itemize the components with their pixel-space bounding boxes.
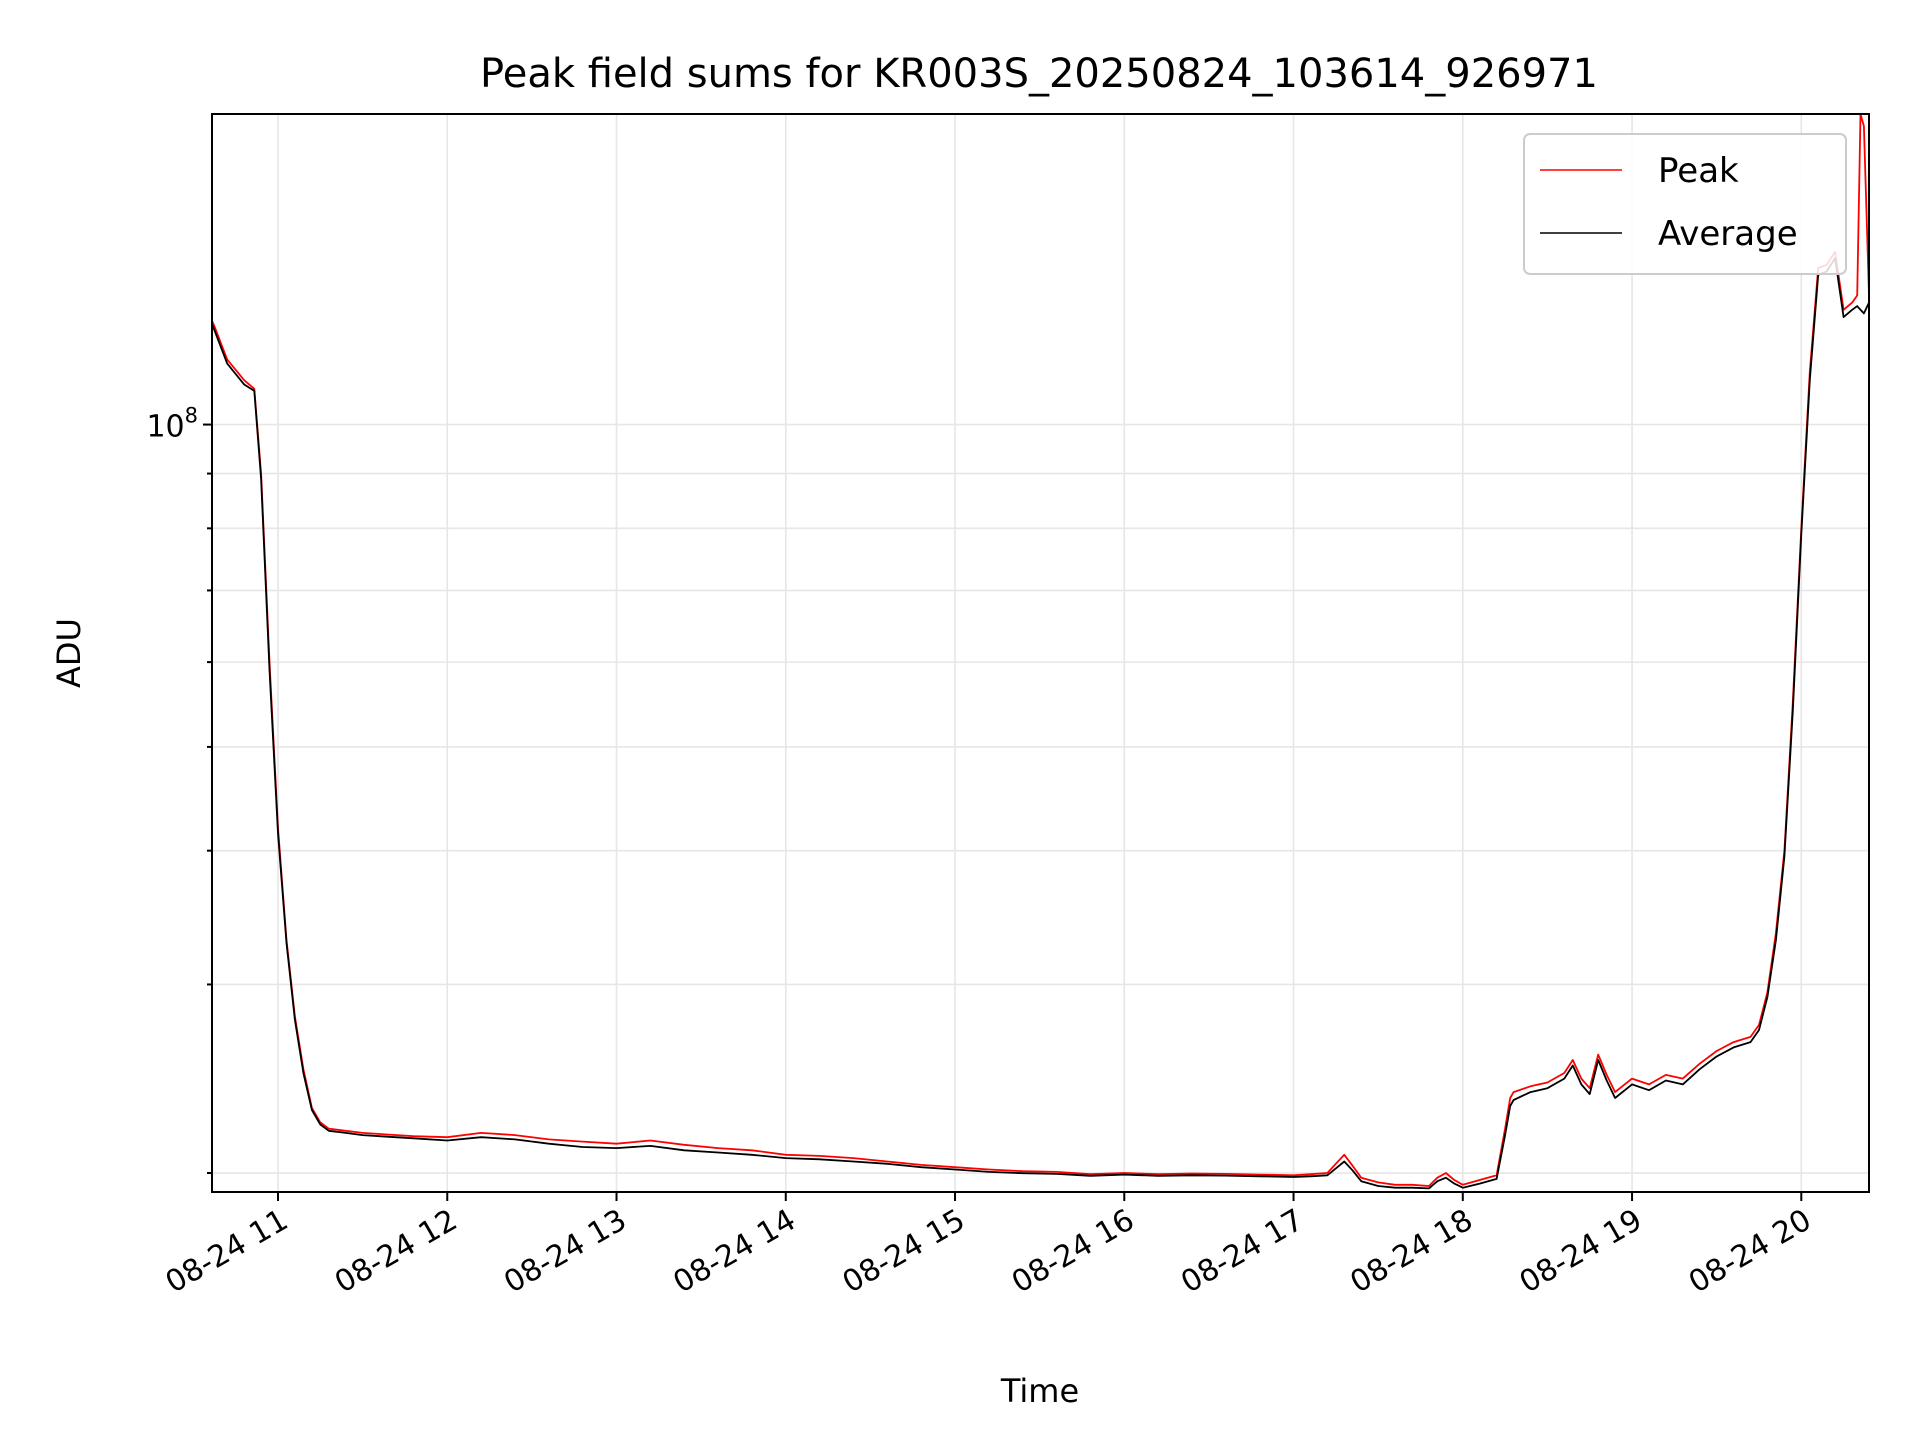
- x-axis-label: Time: [1000, 1372, 1079, 1410]
- series-line-peak: [212, 114, 1869, 1187]
- series-line-average: [212, 257, 1869, 1190]
- plot-frame: [211, 113, 1870, 1193]
- y-tick-label: 108: [146, 404, 198, 445]
- y-axis-label: ADU: [50, 618, 88, 688]
- legend-label-average: Average: [1658, 214, 1798, 254]
- series-layer: [212, 114, 1869, 1190]
- legend-box: [1523, 133, 1847, 275]
- legend: Peak Average: [1523, 133, 1847, 275]
- legend-label-peak: Peak: [1658, 151, 1739, 191]
- chart-title: Peak field sums for KR003S_20250824_1036…: [480, 51, 1598, 97]
